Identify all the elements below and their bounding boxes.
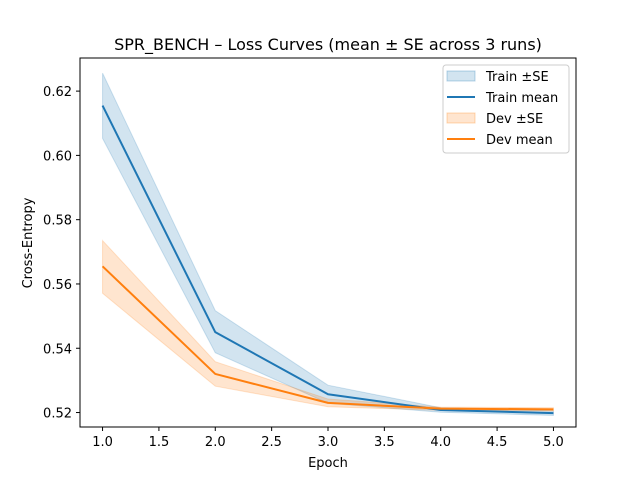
y-tick-label: 0.58: [43, 214, 72, 229]
dev-se-band: [102, 239, 554, 412]
y-tick-label: 0.56: [43, 278, 72, 293]
x-tick-label: 4.5: [487, 435, 508, 450]
x-tick-label: 4.0: [430, 435, 451, 450]
chart-title: SPR_BENCH – Loss Curves (mean ± SE acros…: [114, 35, 542, 55]
y-tick-label: 0.60: [43, 149, 72, 164]
x-axis-label: Epoch: [308, 456, 348, 471]
train-se-band: [102, 72, 554, 416]
legend-box: [442, 64, 570, 154]
legend-label-train-mean: Train mean: [485, 91, 558, 106]
legend-swatch-dev-se: [446, 112, 476, 124]
legend-label-dev-mean: Dev mean: [486, 133, 553, 148]
legend-label-dev-se: Dev ±SE: [486, 112, 543, 127]
x-tick-label: 2.0: [205, 435, 226, 450]
y-tick-label: 0.54: [43, 342, 72, 357]
x-axis: 1.0 1.5 2.0 2.5 3.0 3.5 4.0 4.5 5.0: [92, 427, 564, 450]
x-tick-label: 2.5: [261, 435, 282, 450]
y-axis-label: Cross-Entropy: [21, 197, 36, 288]
legend-swatch-train-se: [446, 70, 476, 82]
x-tick-label: 3.5: [374, 435, 395, 450]
y-tick-label: 0.62: [43, 85, 72, 100]
train-mean-line: [101, 105, 554, 415]
y-tick-label: 0.52: [43, 407, 72, 422]
mean-lines: [101, 105, 554, 415]
x-tick-label: 3.0: [318, 435, 339, 450]
legend-label-train-se: Train ±SE: [485, 70, 549, 85]
legend: Train ±SE Train mean Dev ±SE Dev mean: [442, 64, 570, 154]
se-bands: [102, 72, 554, 416]
x-tick-label: 1.5: [149, 435, 170, 450]
dev-mean-line: [101, 265, 554, 411]
y-axis: 0.52 0.54 0.56 0.58 0.60 0.62: [43, 85, 80, 422]
x-tick-label: 1.0: [92, 435, 113, 450]
x-tick-label: 5.0: [543, 435, 564, 450]
